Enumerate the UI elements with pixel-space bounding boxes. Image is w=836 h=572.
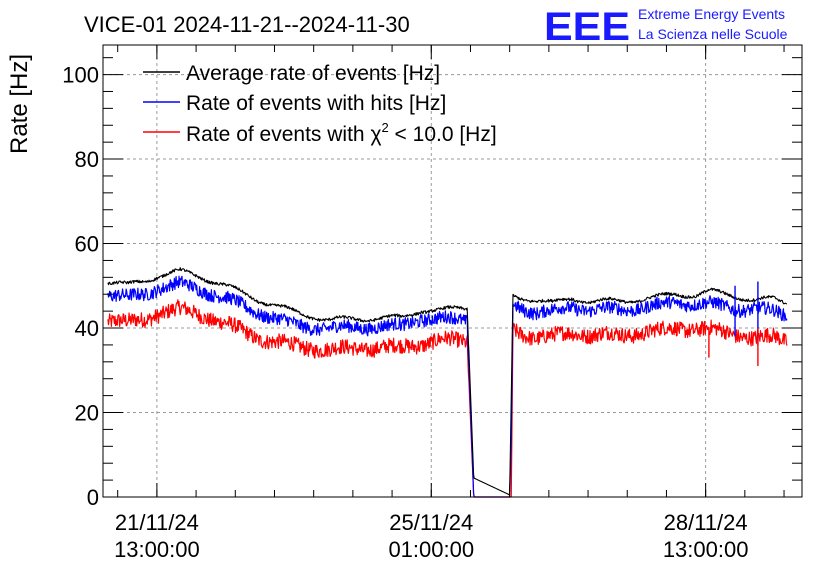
series-average [107,267,788,496]
x-tick-label-date: 25/11/24 [389,510,473,535]
eee-logo: EEE Extreme Energy Events La Scienza nel… [544,5,788,49]
y-tick-label: 20 [75,401,99,426]
series-hits [107,275,788,498]
x-tick-label-time: 01:00:00 [388,537,474,562]
x-tick-label-time: 13:00:00 [663,537,749,562]
y-tick-label: 40 [75,316,99,341]
series-chi2 [107,299,788,498]
legend-chi2-prefix: Rate of events with [186,123,370,146]
y-axis-label: Rate [Hz] [6,54,33,154]
x-tick-label-date: 28/11/24 [664,510,748,535]
eee-logo-line1: Extreme Energy Events [638,6,785,22]
legend: Average rate of events [Hz] Rate of even… [143,62,497,146]
x-tick-label-time: 13:00:00 [114,537,200,562]
chart-title: VICE-01 2024-11-21--2024-11-30 [84,12,410,37]
eee-logo-line2: La Scienza nelle Scuole [638,26,788,42]
y-tick-label: 0 [87,485,99,510]
legend-label-hits: Rate of events with hits [Hz] [186,92,446,115]
legend-chi2-symbol: χ [370,123,381,146]
x-tick-label-date: 21/11/24 [115,510,199,535]
grid-lines [103,45,802,497]
eee-logo-text: EEE [544,5,630,49]
y-tick-label: 80 [75,147,99,172]
y-tick-label: 60 [75,232,99,257]
axes: 02040608010021/11/2413:00:0025/11/2401:0… [62,45,802,562]
legend-chi2-superscript: 2 [381,120,388,135]
legend-chi2-suffix: < 10.0 [Hz] [389,123,497,146]
legend-label-chi2: Rate of events with χ2 < 10.0 [Hz] [186,120,497,146]
series-layer [107,267,788,498]
legend-label-average: Average rate of events [Hz] [186,62,440,85]
plot-frame [102,44,803,498]
y-tick-label: 100 [62,63,99,88]
